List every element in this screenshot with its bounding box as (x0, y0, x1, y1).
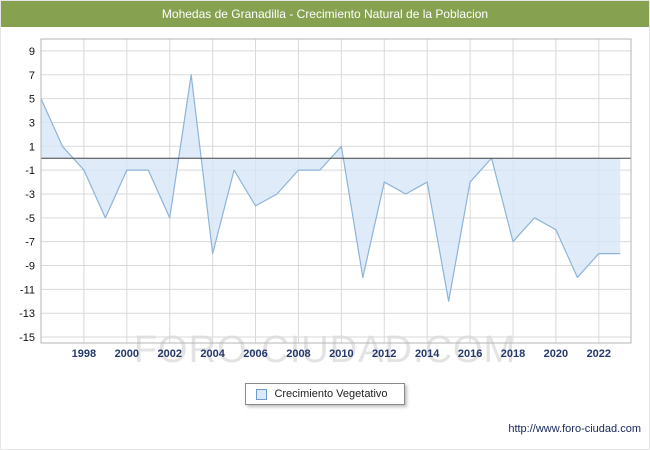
legend-swatch-icon (256, 388, 268, 400)
legend-label: Crecimiento Vegetativo (274, 388, 388, 400)
svg-text:-7: -7 (25, 237, 35, 249)
svg-text:2020: 2020 (544, 348, 568, 360)
chart-title: Mohedas de Granadilla - Crecimiento Natu… (1, 1, 649, 27)
svg-text:5: 5 (29, 94, 35, 106)
svg-text:-5: -5 (25, 213, 35, 225)
svg-text:2000: 2000 (115, 348, 139, 360)
svg-text:-1: -1 (25, 165, 35, 177)
svg-text:2004: 2004 (200, 348, 225, 360)
footer-url-link[interactable]: http://www.foro-ciudad.com (508, 423, 641, 435)
svg-text:2016: 2016 (458, 348, 482, 360)
svg-text:-15: -15 (19, 332, 35, 344)
svg-text:2018: 2018 (501, 348, 525, 360)
svg-text:2012: 2012 (372, 348, 396, 360)
svg-text:1998: 1998 (72, 348, 96, 360)
svg-text:3: 3 (29, 117, 35, 129)
svg-text:2002: 2002 (157, 348, 181, 360)
svg-text:2006: 2006 (243, 348, 267, 360)
svg-text:2010: 2010 (329, 348, 353, 360)
svg-text:-3: -3 (25, 189, 35, 201)
svg-text:7: 7 (29, 70, 35, 82)
svg-text:-13: -13 (19, 308, 35, 320)
svg-text:2014: 2014 (415, 348, 440, 360)
svg-text:9: 9 (29, 46, 35, 58)
svg-text:2008: 2008 (286, 348, 310, 360)
watermark-text: FORO-CIUDAD.COM (133, 329, 517, 371)
legend-box: Crecimiento Vegetativo (245, 383, 405, 405)
crecimiento-chart: 1998 2000 2002 2004 2006 2008 2010 2012 2014 2016… (19, 38, 632, 360)
svg-text:1: 1 (29, 141, 35, 153)
svg-text:-9: -9 (25, 261, 35, 273)
svg-text:-11: -11 (20, 284, 35, 296)
svg-text:2022: 2022 (587, 348, 611, 360)
